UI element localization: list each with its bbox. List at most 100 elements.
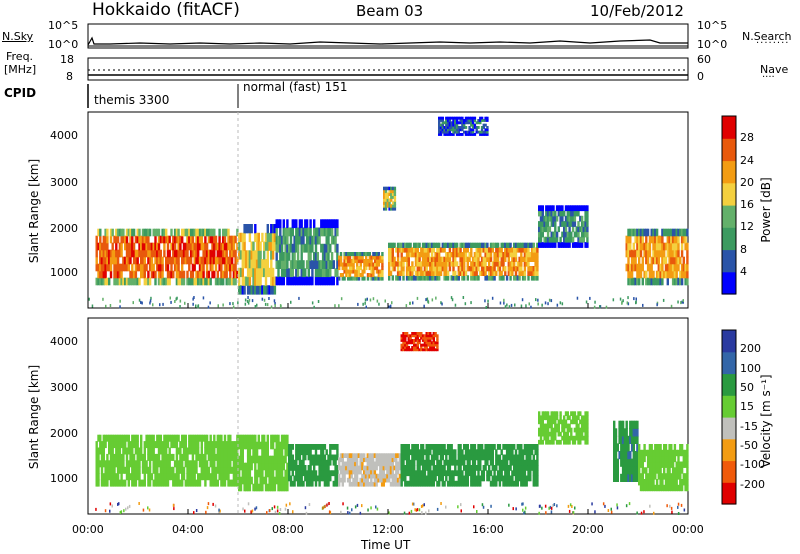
power-cell [479,261,482,267]
power-cell [502,256,505,262]
velocity-cell [636,473,639,482]
power-cell [630,277,634,286]
power-cell [434,266,437,272]
power-cell [393,186,397,191]
velocity-cell [573,415,577,421]
power-cell [477,275,480,281]
power-cell [438,121,441,125]
velocity-cell [161,447,164,455]
velocity-cell [466,475,469,482]
power-cell [102,270,105,279]
power-cell [239,267,243,278]
velocity-cell [457,459,460,466]
velocity-cell [511,449,514,456]
velocity-cell [143,453,146,461]
power-cell [334,268,337,278]
velocity-cell [386,457,389,463]
velocity-cell [398,481,402,487]
velocity-cell [436,470,439,477]
velocity-cell [673,473,677,480]
power-cell [129,228,132,237]
velocity-cell [116,466,120,474]
power-cell [432,261,435,267]
velocity-cell [563,435,566,441]
velocity-cell [157,473,161,481]
velocity-cell [466,454,469,461]
velocity-cell [229,447,232,455]
power-cell [177,228,180,237]
velocity-cell [429,449,432,456]
power-cell [482,242,485,248]
velocity-cell [475,449,478,456]
velocity-cell [259,476,262,485]
velocity-cell [577,439,580,445]
velocity-ground-cell [512,507,514,511]
velocity-cell [498,480,502,487]
velocity-cell [243,434,246,443]
power-cell [475,121,478,125]
power-cell [654,228,657,237]
velocity-cell [97,473,100,481]
velocity-cell [400,336,403,340]
velocity-cell [650,473,653,480]
velocity-cell [666,467,669,474]
power-cell [484,247,487,253]
power-cell [459,266,462,272]
velocity-cell [225,466,228,474]
power-colorbar-swatch [722,227,736,251]
power-cell [125,242,129,251]
power-cell [197,235,200,244]
power-cell [427,252,430,258]
velocity-cell [554,419,557,425]
velocity-cell [416,332,419,335]
velocity-cell [207,441,211,449]
power-cell [430,247,434,253]
power-cell [486,126,489,129]
velocity-cell [175,466,179,474]
velocity-cell [193,466,196,474]
velocity-cell [184,460,187,468]
velocity-cell [307,454,310,461]
velocity-cell [193,447,196,455]
power-cell [666,242,669,251]
power-cell [416,261,419,267]
velocity-cell [663,484,666,492]
velocity-cell [654,444,657,451]
velocity-cell [564,419,568,425]
power-cell [450,252,453,258]
velocity-cell [147,466,150,474]
power-cell [455,242,459,248]
velocity-cell [304,449,307,456]
power-cell [111,228,114,237]
power-cell [275,219,278,229]
velocity-cell [579,411,582,416]
velocity-cell [402,334,405,338]
velocity-cell [339,477,343,483]
power-ground-cell [365,305,367,309]
velocity-cell [188,479,191,487]
power-cell [141,235,145,244]
velocity-cell [173,434,177,442]
velocity-cell [125,473,129,481]
velocity-cell [213,447,216,455]
velocity-cell [534,444,537,450]
power-cell [108,256,111,265]
power-cell [136,263,139,272]
power-cell [459,116,462,120]
power-cell [348,273,352,278]
velocity-cell [209,434,212,442]
velocity-cell [132,460,136,468]
power-cell [314,227,318,237]
velocity-cell [586,415,589,421]
power-cell [563,236,566,243]
power-cell [514,256,518,262]
power-cell [295,235,298,245]
velocity-cell [309,465,312,471]
velocity-cell [222,466,225,474]
power-cell [645,235,648,244]
power-cell [563,210,566,217]
velocity-colorbar-tick: -100 [740,458,765,472]
velocity-cell [286,434,289,443]
velocity-cell [257,462,260,471]
power-cell [232,249,236,258]
